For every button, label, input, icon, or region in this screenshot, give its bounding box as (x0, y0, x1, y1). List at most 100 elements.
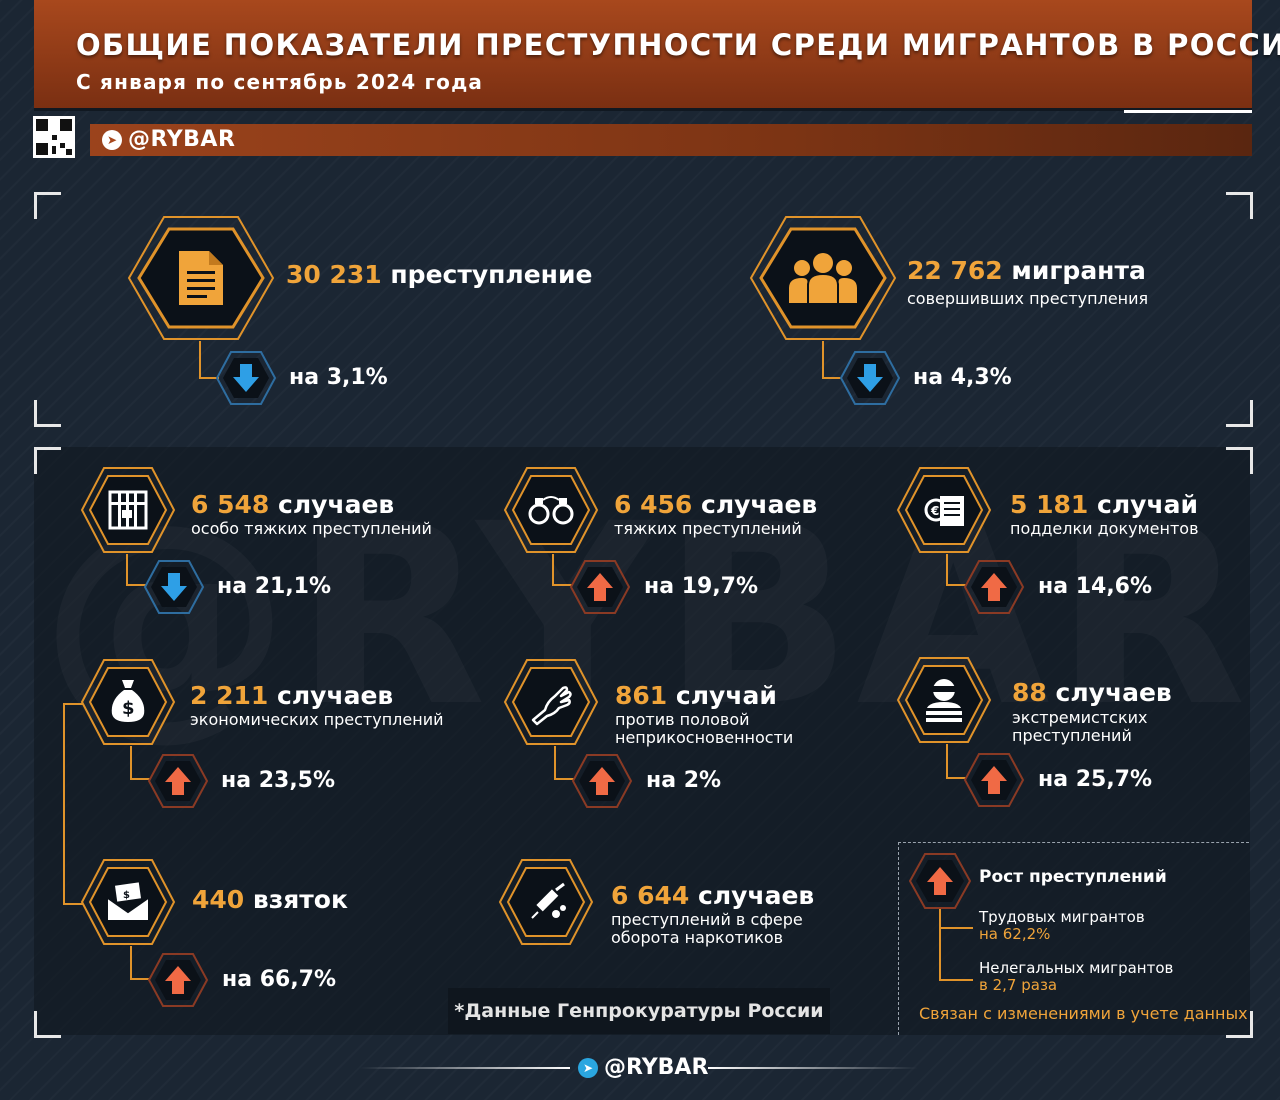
stat-migrants: 22 762 мигранта (907, 256, 1146, 285)
frame-corner (1226, 1011, 1253, 1038)
connector-line (126, 584, 146, 586)
frame-corner (1226, 192, 1253, 219)
connector-line (946, 744, 948, 778)
connector-line (130, 946, 132, 979)
stat-hexagon: € (896, 466, 992, 554)
connector-line (554, 746, 556, 779)
footer-brand[interactable]: ➤ @RYBAR (578, 1055, 708, 1080)
group-bracket-line (63, 903, 83, 905)
stat-value: 88 случаев (1012, 678, 1172, 707)
connector-line (946, 584, 966, 586)
legend-row-illegal: Нелегальных мигрантов в 2,7 раза (979, 959, 1174, 994)
arrow-up-icon (927, 867, 953, 895)
stat-value: 6 644 случаев (611, 881, 815, 910)
stat-hexagon: $ (80, 658, 176, 746)
arrow-up-icon (587, 573, 613, 601)
stat-total-crimes: 30 231 преступление (286, 260, 593, 289)
legend-badge (909, 853, 971, 909)
trend-value: на 23,5% (221, 768, 336, 793)
legend-note: Связан с изменениями в учете данных (919, 1004, 1248, 1023)
group-bracket-line (63, 703, 65, 905)
connector-line (552, 554, 554, 585)
trend-value: на 4,3% (913, 365, 1012, 390)
page-title: ОБЩИЕ ПОКАЗАТЕЛИ ПРЕСТУПНОСТИ СРЕДИ МИГР… (76, 28, 1280, 62)
stat-hexagon (127, 215, 275, 341)
trend-badge (143, 560, 205, 614)
page-subtitle: С января по сентябрь 2024 года (76, 70, 484, 94)
frame-corner (34, 400, 61, 427)
stat-desc: подделки документов (1010, 519, 1199, 538)
connector-line (939, 909, 941, 981)
legend-box: Рост преступлений Трудовых мигрантов на … (898, 842, 1249, 1035)
stat-desc: тяжких преступлений (614, 519, 802, 538)
frame-corner (34, 447, 61, 474)
stat-value: 861 случай (615, 681, 777, 710)
stat-hexagon (896, 656, 992, 744)
stat-migrants-desc: совершивших преступления (907, 289, 1149, 308)
connector-line (552, 584, 572, 586)
stat-hexagon (80, 466, 176, 554)
arrow-up-icon (981, 573, 1007, 601)
arrow-up-icon (589, 767, 615, 795)
frame-corner (34, 192, 61, 219)
trend-badge (147, 754, 209, 808)
arrow-up-icon (981, 766, 1007, 794)
grabbing-hand-icon (531, 686, 572, 726)
connector-line (554, 778, 574, 780)
forged-document-icon: € (924, 496, 964, 526)
connector-line (946, 777, 966, 779)
arrow-down-icon (233, 364, 259, 392)
stat-desc: экономических преступлений (190, 710, 444, 729)
connector-line (822, 377, 842, 379)
connector-line (130, 746, 132, 779)
legend-row-labor: Трудовых мигрантов на 62,2% (979, 908, 1145, 943)
arrow-down-icon (857, 364, 883, 392)
connector-line (939, 979, 973, 981)
brand-handle[interactable]: @RYBAR (128, 127, 236, 152)
trend-badge (963, 560, 1025, 614)
trend-badge (215, 351, 277, 405)
header-accent-line (1124, 110, 1252, 113)
stat-hexagon: $ (80, 858, 176, 946)
connector-line (939, 927, 973, 929)
stat-hexagon (749, 215, 897, 341)
trend-value: на 3,1% (289, 365, 388, 390)
connector-line (126, 554, 128, 585)
trend-badge (571, 754, 633, 808)
svg-text:€: € (930, 504, 939, 518)
trend-value: на 21,1% (217, 574, 332, 599)
telegram-icon[interactable]: ➤ (578, 1058, 598, 1078)
trend-badge (569, 560, 631, 614)
arrow-down-icon (161, 573, 187, 601)
trend-value: на 25,7% (1038, 767, 1153, 792)
trend-value: на 2% (646, 768, 722, 793)
money-bag-icon: $ (111, 680, 145, 722)
brand-bar: ➤ @RYBAR (90, 124, 1252, 156)
header-banner: ОБЩИЕ ПОКАЗАТЕЛИ ПРЕСТУПНОСТИ СРЕДИ МИГР… (34, 0, 1280, 108)
connector-line (199, 377, 219, 379)
stat-desc: преступлений в сфере оборота наркотиков (611, 910, 803, 947)
arrow-up-icon (165, 966, 191, 994)
qr-code-icon[interactable] (33, 116, 75, 158)
svg-text:$: $ (123, 890, 130, 901)
telegram-icon[interactable]: ➤ (102, 130, 122, 150)
frame-corner (1226, 400, 1253, 427)
stats-panel (34, 447, 1250, 1035)
footer-divider (708, 1067, 918, 1069)
source-note: *Данные Генпрокуратуры России (448, 988, 830, 1034)
stat-desc: экстремистских преступлений (1012, 708, 1148, 745)
connector-line (130, 778, 150, 780)
stat-desc: против половой неприкосновенности (615, 710, 794, 747)
stat-value: 6 548 случаев (191, 490, 395, 519)
trend-badge (839, 351, 901, 405)
footer-divider (360, 1067, 570, 1069)
trend-value: на 14,6% (1038, 574, 1153, 599)
connector-line (822, 341, 824, 378)
connector-line (199, 341, 201, 378)
frame-corner (34, 1011, 61, 1038)
group-bracket-line (63, 703, 83, 705)
frame-corner (1226, 447, 1253, 474)
syringe-icon (531, 882, 566, 919)
masked-person-icon (926, 679, 962, 722)
connector-line (130, 978, 150, 980)
